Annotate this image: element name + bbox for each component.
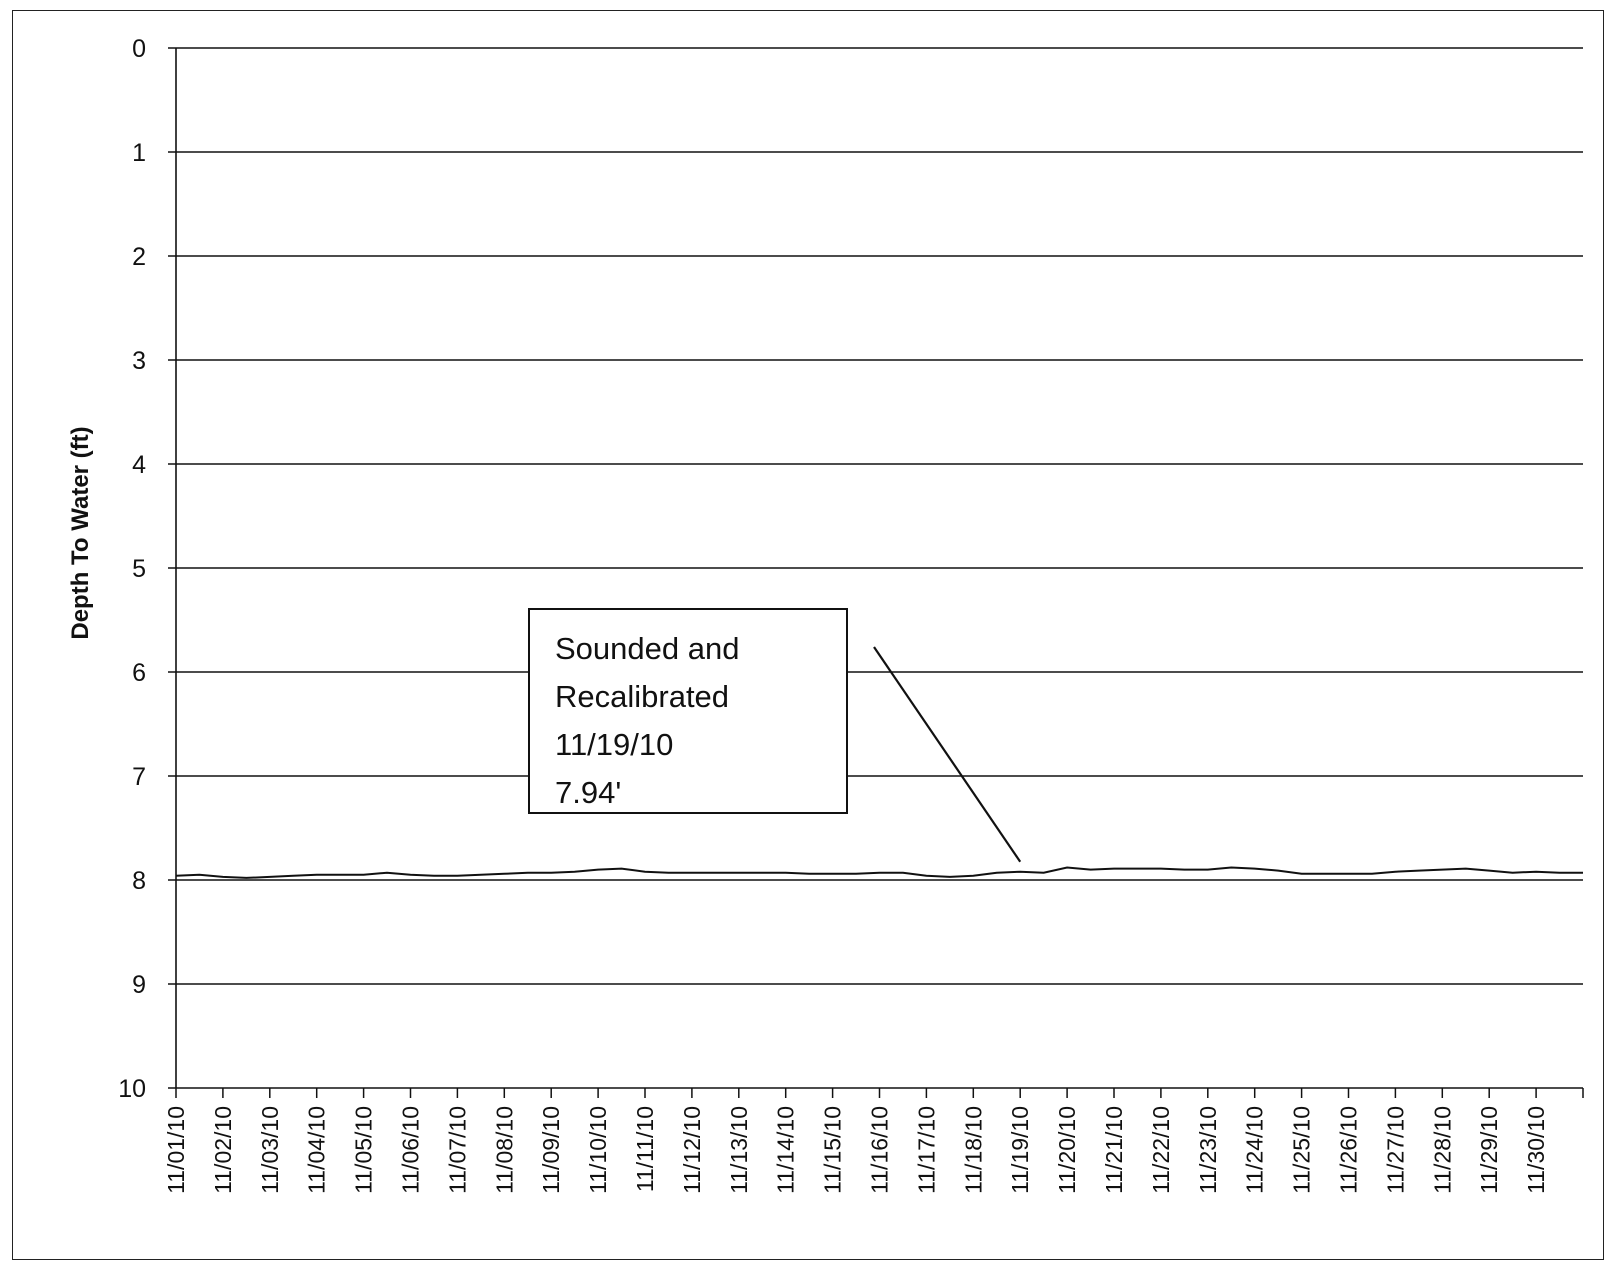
x-tick-label-11-20-10: 11/20/10 bbox=[1054, 1106, 1080, 1194]
x-tick-label-11-05-10: 11/05/10 bbox=[351, 1106, 377, 1194]
x-tick-label-11-30-10: 11/30/10 bbox=[1523, 1106, 1549, 1194]
y-tick-label-6: 6 bbox=[132, 659, 146, 687]
x-tick-label-11-12-10: 11/12/10 bbox=[679, 1106, 705, 1194]
x-tick-label-11-25-10: 11/25/10 bbox=[1289, 1106, 1315, 1194]
x-tick-label-11-08-10: 11/08/10 bbox=[491, 1106, 517, 1194]
y-tick-label-3: 3 bbox=[132, 347, 146, 375]
y-tick-label-10: 10 bbox=[118, 1075, 146, 1103]
chart-frame bbox=[12, 10, 1604, 1260]
x-tick-label-11-10-10: 11/10/10 bbox=[585, 1106, 611, 1194]
annotation-text-line-0: Sounded and bbox=[555, 631, 739, 666]
y-axis-tick-labels: 0 1 2 3 4 5 6 7 8 9 10 bbox=[118, 35, 146, 1103]
x-tick-label-11-29-10: 11/29/10 bbox=[1476, 1106, 1502, 1194]
x-tick-label-11-14-10: 11/14/10 bbox=[773, 1106, 799, 1194]
x-tick-label-11-27-10: 11/27/10 bbox=[1382, 1106, 1408, 1194]
x-tick-label-11-03-10: 11/03/10 bbox=[257, 1106, 283, 1194]
x-tick-label-11-04-10: 11/04/10 bbox=[304, 1106, 330, 1194]
x-tick-label-11-11-10: 11/11/10 bbox=[632, 1106, 658, 1192]
x-tick-label-11-13-10: 11/13/10 bbox=[726, 1106, 752, 1194]
x-tick-label-11-26-10: 11/26/10 bbox=[1336, 1106, 1362, 1194]
y-tick-label-1: 1 bbox=[132, 139, 146, 167]
series-line-0 bbox=[175, 866, 1583, 879]
y-tick-label-8: 8 bbox=[132, 867, 146, 895]
x-tick-label-11-21-10: 11/21/10 bbox=[1101, 1106, 1127, 1194]
y-tick-label-2: 2 bbox=[132, 243, 146, 271]
y-axis-label: Depth To Water (ft) bbox=[67, 426, 94, 639]
x-tick-label-11-23-10: 11/23/10 bbox=[1195, 1106, 1221, 1194]
annotation-group: Sounded and Recalibrated 11/19/10 7.94' bbox=[528, 608, 1022, 863]
x-axis-tick-labels: 11/01/10 11/02/10 11/03/10 11/04/10 11/05/10… bbox=[163, 1106, 1549, 1194]
x-tick-label-11-15-10: 11/15/10 bbox=[820, 1106, 846, 1194]
grid-lines bbox=[176, 47, 1583, 985]
annotation-box-0 bbox=[528, 608, 848, 814]
x-tick-label-11-02-10: 11/02/10 bbox=[210, 1106, 236, 1194]
axes bbox=[168, 47, 1584, 1098]
x-tick-label-11-19-10: 11/19/10 bbox=[1007, 1106, 1033, 1194]
x-tick-label-11-16-10: 11/16/10 bbox=[867, 1106, 893, 1194]
y-tick-label-5: 5 bbox=[132, 555, 146, 583]
annotation-text-line-2: 11/19/10 bbox=[555, 727, 673, 762]
x-tick-label-11-17-10: 11/17/10 bbox=[913, 1106, 939, 1194]
y-tick-label-4: 4 bbox=[132, 451, 146, 479]
x-tick-label-11-24-10: 11/24/10 bbox=[1242, 1106, 1268, 1194]
x-tick-label-11-09-10: 11/09/10 bbox=[538, 1106, 564, 1194]
x-tick-label-11-28-10: 11/28/10 bbox=[1429, 1106, 1455, 1194]
y-tick-label-0: 0 bbox=[132, 35, 146, 63]
x-tick-label-11-07-10: 11/07/10 bbox=[444, 1106, 470, 1194]
x-tick-label-11-22-10: 11/22/10 bbox=[1148, 1106, 1174, 1194]
annotation-leader-line-0 bbox=[873, 646, 1022, 863]
annotation-text-line-1: Recalibrated bbox=[555, 679, 729, 714]
series-group bbox=[175, 866, 1583, 879]
x-tick-label-11-01-10: 11/01/10 bbox=[163, 1106, 189, 1194]
x-tick-label-11-18-10: 11/18/10 bbox=[960, 1106, 986, 1194]
y-tick-label-7: 7 bbox=[132, 763, 146, 791]
annotation-text-line-3: 7.94' bbox=[555, 775, 621, 810]
x-tick-label-11-06-10: 11/06/10 bbox=[398, 1106, 424, 1194]
y-tick-label-9: 9 bbox=[132, 971, 146, 999]
